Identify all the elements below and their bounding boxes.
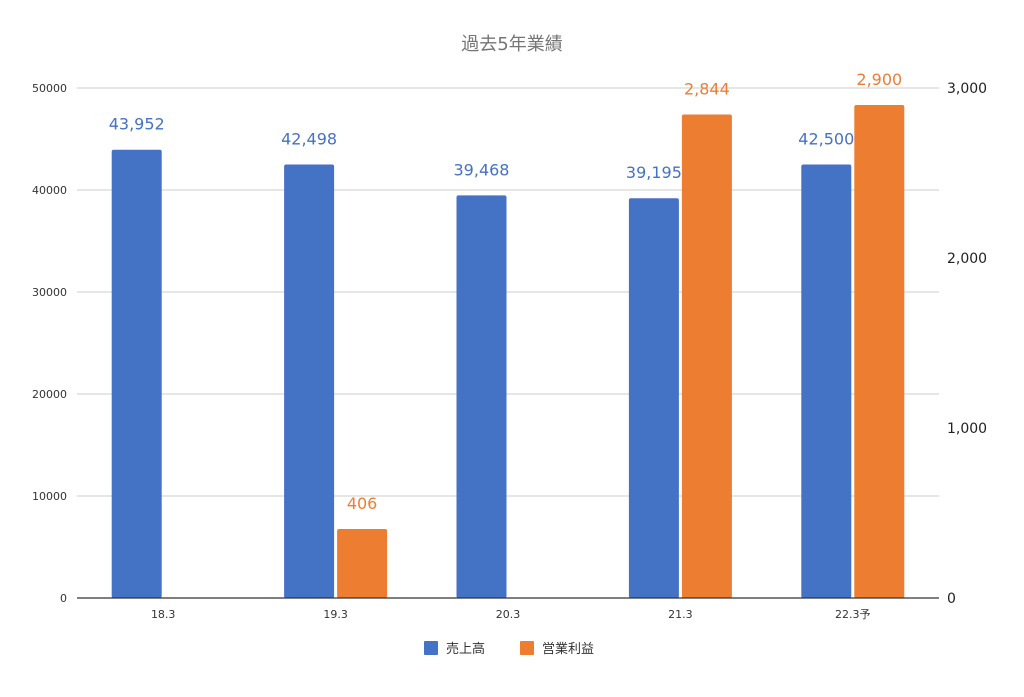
x-tick-label: 22.3予: [835, 608, 871, 621]
y-left-tick-label: 30000: [32, 286, 67, 299]
gridlines: [77, 87, 939, 497]
bar-operating-profit: [337, 528, 388, 598]
legend-label: 営業利益: [542, 641, 594, 657]
y-right-tick-label: 2,000: [947, 251, 987, 267]
data-labels: 43,952 42,498 406 39,468 39,195 2,844 42,500 2,…: [109, 70, 902, 513]
data-label-operating-profit: 2,900: [856, 70, 902, 89]
chart-title: 過去5年業績: [461, 34, 562, 55]
y-left-tick-label: 0: [60, 592, 67, 605]
legend: 売上高 営業利益: [424, 641, 594, 657]
data-label-sales: 39,195: [626, 163, 682, 182]
y-right-tick-label: 1,000: [947, 421, 987, 437]
bar-sales: [456, 195, 507, 599]
data-label-sales: 43,952: [109, 115, 165, 134]
y-left-tick-label: 10000: [32, 490, 67, 503]
legend-swatch: [424, 641, 438, 655]
bar-sales: [284, 164, 335, 599]
bar-operating-profit: [681, 114, 732, 599]
x-tick-label: 18.3: [151, 608, 176, 621]
bar-sales: [628, 198, 679, 598]
x-tick-label: 20.3: [496, 608, 521, 621]
y-left-tick-label: 20000: [32, 388, 67, 401]
data-label-sales: 42,498: [281, 130, 337, 149]
bar-sales: [111, 149, 162, 598]
data-label-sales: 39,468: [454, 160, 510, 179]
bar-operating-profit: [854, 105, 905, 598]
data-label-operating-profit: 2,844: [684, 80, 730, 99]
data-label-sales: 42,500: [798, 130, 854, 149]
axes: 0 10000 20000 30000 40000 50000 0 1,000 2,000 3,0…: [32, 81, 987, 621]
y-left-tick-label: 50000: [32, 82, 67, 95]
bars: [111, 105, 905, 599]
legend-label: 売上高: [446, 641, 485, 657]
x-tick-label: 21.3: [668, 608, 693, 621]
bar-sales: [801, 164, 852, 598]
legend-swatch: [520, 641, 534, 655]
data-label-operating-profit: 406: [347, 494, 378, 513]
y-right-tick-label: 0: [947, 591, 956, 607]
y-left-tick-label: 40000: [32, 184, 67, 197]
y-right-tick-label: 3,000: [947, 81, 987, 97]
x-tick-label: 19.3: [323, 608, 348, 621]
